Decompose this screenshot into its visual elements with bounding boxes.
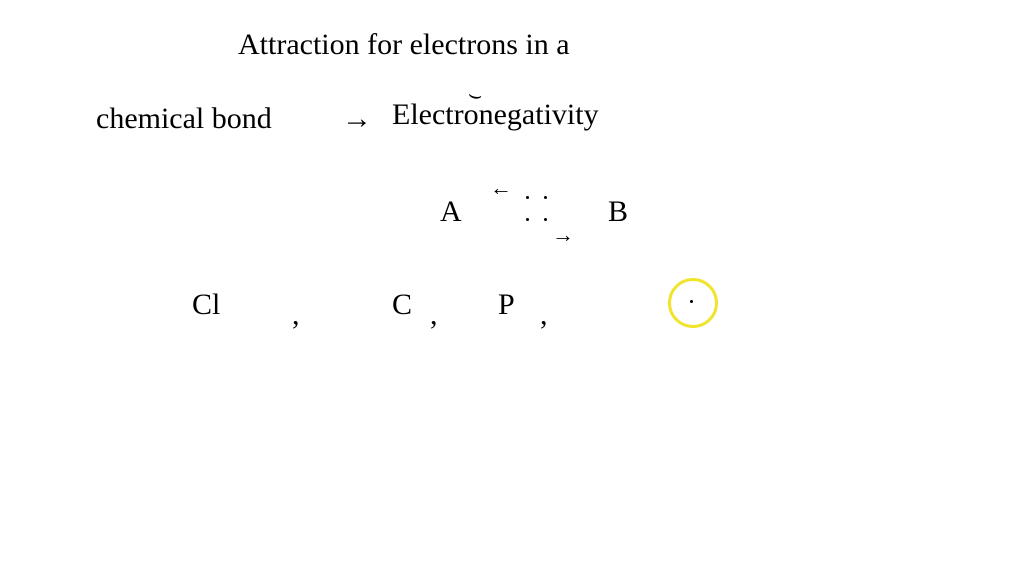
title-line-2-left: chemical bond	[96, 102, 272, 136]
element-c: C	[392, 288, 412, 322]
arrow-right-small-icon: →	[552, 222, 574, 248]
arrow-right-icon: →	[342, 102, 372, 136]
comma: ,	[430, 298, 438, 332]
diagram-label-a: A	[440, 195, 462, 229]
cursor-dot-icon	[690, 300, 693, 303]
comma: ,	[292, 298, 300, 332]
electron-dot-icon	[544, 218, 547, 221]
electron-dot-icon	[526, 196, 529, 199]
title-line-1: Attraction for electrons in a	[238, 28, 570, 62]
comma: ,	[540, 298, 548, 332]
electron-dot-icon	[526, 218, 529, 221]
element-cl: Cl	[192, 288, 220, 322]
electron-dot-icon	[544, 196, 547, 199]
diagram-label-b: B	[608, 195, 628, 229]
arrow-left-small-icon: ←	[490, 175, 512, 201]
element-p: P	[498, 288, 515, 322]
highlight-circle-icon	[668, 278, 718, 328]
title-line-2-right: Electronegativity	[392, 98, 599, 132]
